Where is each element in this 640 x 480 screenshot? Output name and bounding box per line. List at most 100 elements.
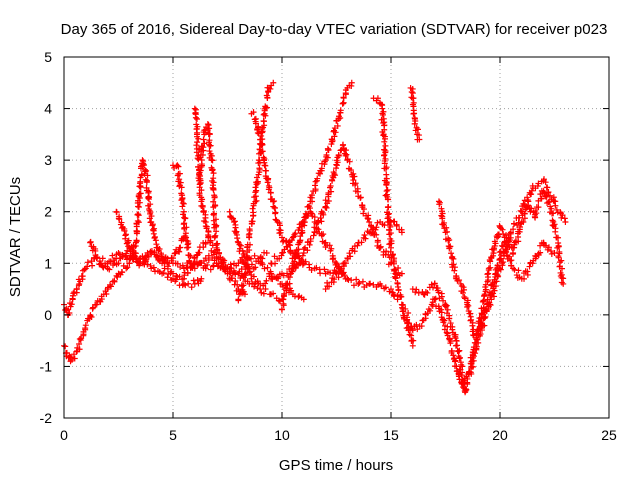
data-point xyxy=(262,285,269,292)
data-point xyxy=(299,252,306,259)
data-point xyxy=(388,286,394,293)
x-tick-label: 10 xyxy=(274,427,290,443)
data-point xyxy=(381,146,388,153)
data-point xyxy=(532,252,539,259)
data-point xyxy=(314,175,321,182)
data-point xyxy=(204,127,211,134)
data-point xyxy=(263,167,270,174)
data-point xyxy=(151,249,158,256)
data-point xyxy=(172,250,179,257)
data-point xyxy=(107,281,114,288)
data-point xyxy=(320,231,327,238)
data-point xyxy=(524,268,531,275)
data-point xyxy=(260,118,267,125)
data-point xyxy=(508,257,515,264)
data-point xyxy=(141,162,148,169)
data-point xyxy=(207,142,214,149)
data-point xyxy=(542,242,549,249)
y-tick-label: 2 xyxy=(44,204,52,220)
data-point xyxy=(449,255,456,262)
data-point xyxy=(354,242,361,249)
data-point xyxy=(115,215,122,222)
data-point xyxy=(145,202,152,209)
data-point xyxy=(308,192,315,199)
data-point xyxy=(362,235,369,242)
data-point xyxy=(125,237,132,244)
data-point xyxy=(194,139,201,146)
data-point xyxy=(331,133,338,140)
data-point xyxy=(211,193,218,200)
data-point xyxy=(312,182,319,189)
data-point xyxy=(392,274,399,281)
data-point xyxy=(118,219,125,226)
data-point xyxy=(201,140,208,147)
data-point xyxy=(328,188,335,195)
data-point xyxy=(511,266,518,273)
data-point xyxy=(232,224,239,231)
data-point xyxy=(322,197,329,204)
data-point xyxy=(350,170,357,177)
data-point xyxy=(481,292,488,299)
data-point xyxy=(135,211,142,218)
data-point xyxy=(300,296,307,303)
data-point xyxy=(205,122,212,129)
data-point xyxy=(550,194,557,201)
data-point xyxy=(464,381,471,388)
x-tick-label: 15 xyxy=(383,427,399,443)
data-point xyxy=(339,100,346,107)
data-point xyxy=(333,269,340,276)
data-point xyxy=(535,204,542,211)
data-point xyxy=(199,203,206,210)
data-point xyxy=(444,228,451,235)
data-point xyxy=(391,267,398,274)
data-point xyxy=(258,149,265,156)
data-point xyxy=(381,222,388,229)
data-point xyxy=(94,254,101,261)
data-point xyxy=(326,242,333,249)
data-point xyxy=(254,178,261,185)
data-point xyxy=(175,163,182,170)
data-point xyxy=(240,282,247,289)
data-point xyxy=(385,219,392,226)
data-point xyxy=(214,246,221,253)
data-point xyxy=(528,187,535,194)
data-point xyxy=(292,230,299,237)
data-point xyxy=(487,264,494,271)
data-point xyxy=(377,243,384,250)
data-point xyxy=(199,162,206,169)
data-point xyxy=(449,326,456,333)
data-point xyxy=(386,231,393,238)
data-point xyxy=(451,267,458,274)
data-point xyxy=(443,224,450,231)
data-point xyxy=(443,329,450,336)
data-point xyxy=(148,265,155,272)
data-point xyxy=(182,215,189,222)
data-point xyxy=(332,172,339,179)
data-point xyxy=(559,265,566,272)
data-point xyxy=(192,114,199,121)
data-point xyxy=(195,249,202,256)
data-point xyxy=(442,303,449,310)
data-point xyxy=(313,264,320,271)
data-point xyxy=(144,261,151,268)
data-point xyxy=(374,95,381,102)
data-point xyxy=(367,230,374,237)
data-point xyxy=(357,194,364,201)
data-point xyxy=(390,260,397,267)
series-10 xyxy=(235,79,277,304)
data-point xyxy=(295,293,302,300)
data-point xyxy=(418,323,425,330)
data-point xyxy=(493,271,500,278)
data-point xyxy=(342,260,349,267)
data-point xyxy=(456,277,463,284)
data-point xyxy=(254,285,261,292)
data-point xyxy=(252,184,259,191)
data-point xyxy=(292,265,299,272)
axes: 0 5 10 15 20 25 -2 -1 0 1 2 3 4 5 xyxy=(40,49,617,443)
data-point xyxy=(126,244,133,251)
data-point xyxy=(405,309,412,316)
data-point xyxy=(350,282,357,289)
data-point xyxy=(286,280,293,287)
data-point xyxy=(448,250,455,257)
